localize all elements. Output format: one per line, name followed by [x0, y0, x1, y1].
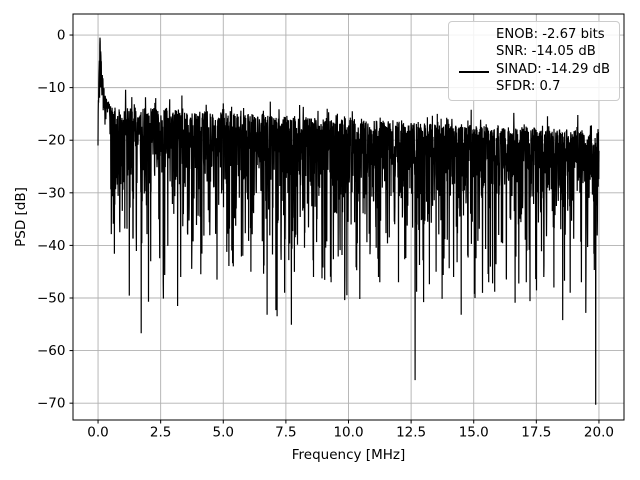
x-tick-label: 10.0: [333, 425, 363, 441]
y-tick-label: 0: [57, 28, 66, 44]
x-tick-label: 2.5: [150, 425, 171, 441]
legend-snr: SNR: -14.05 dB: [496, 44, 596, 60]
x-tick-label: 7.5: [275, 425, 296, 441]
y-tick-label: −60: [37, 343, 66, 359]
y-tick-label: −40: [37, 238, 66, 254]
x-tick-label: 20.0: [584, 425, 614, 441]
y-tick-label: −70: [37, 396, 66, 412]
legend-sfdr: SFDR: 0.7: [496, 78, 561, 94]
x-tick-label: 17.5: [521, 425, 551, 441]
y-tick-label: −30: [37, 185, 66, 201]
y-axis-label: PSD [dB]: [13, 187, 29, 247]
legend-enob: ENOB: -2.67 bits: [496, 27, 605, 42]
legend-sinad: SINAD: -14.29 dB: [496, 61, 611, 77]
y-tick-label: −50: [37, 290, 66, 306]
x-tick-label: 12.5: [396, 425, 426, 441]
y-tick-label: −10: [37, 80, 66, 96]
x-tick-label: 5.0: [213, 425, 234, 441]
x-tick-label: 0.0: [87, 425, 108, 441]
psd-trace: [97, 37, 600, 405]
legend-line-sample-icon: [459, 71, 489, 74]
y-tick-label: −20: [37, 133, 66, 149]
x-axis-label: Frequency [MHz]: [291, 447, 406, 463]
legend-box: ENOB: -2.67 bits SNR: -14.05 dB SINAD: -…: [448, 21, 620, 102]
x-tick-label: 15.0: [459, 425, 489, 441]
